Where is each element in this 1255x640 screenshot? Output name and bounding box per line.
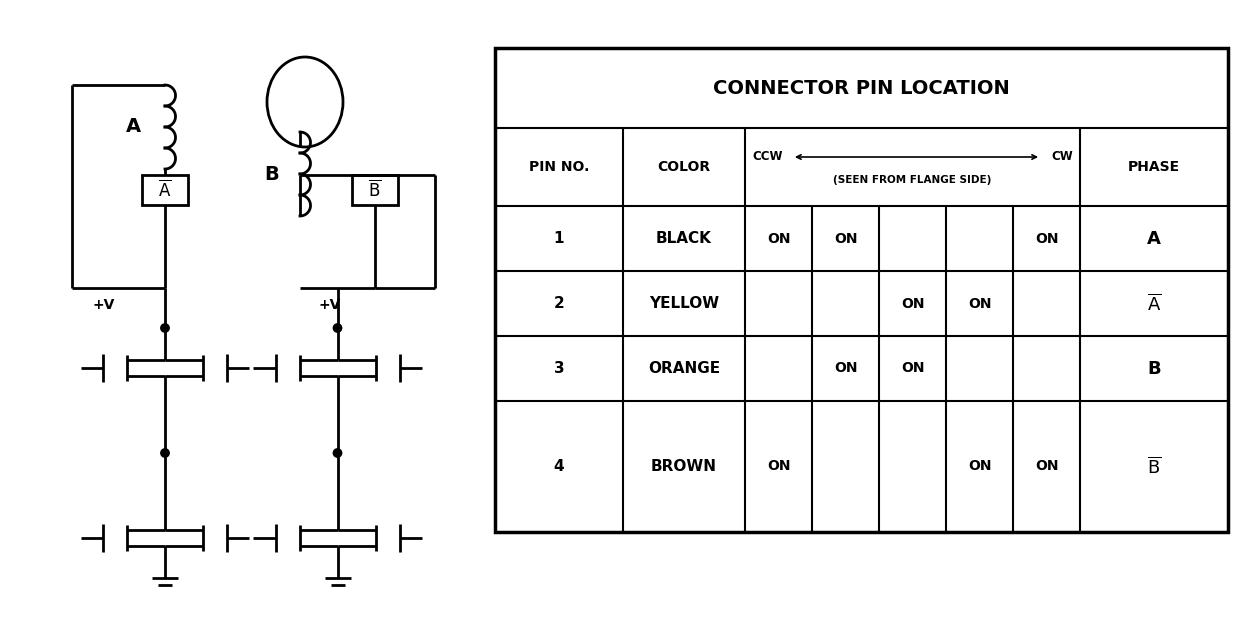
Bar [142, 175, 188, 205]
Text: $\overline{\rm B}$: $\overline{\rm B}$ [1147, 456, 1161, 477]
Text: A: A [1147, 230, 1161, 248]
Text: CCW: CCW [752, 150, 783, 163]
Text: ON: ON [1035, 460, 1058, 474]
Text: ON: ON [1035, 232, 1058, 246]
Text: B: B [265, 164, 280, 184]
Bar [494, 48, 1227, 532]
Text: ON: ON [901, 362, 924, 376]
Text: ORANGE: ORANGE [648, 361, 720, 376]
Text: (SEEN FROM FLANGE SIDE): (SEEN FROM FLANGE SIDE) [833, 175, 991, 185]
Text: ON: ON [968, 460, 991, 474]
Text: B: B [1147, 360, 1161, 378]
Text: ON: ON [901, 296, 924, 310]
Text: ON: ON [833, 362, 857, 376]
Text: 1: 1 [553, 231, 565, 246]
Text: CW: CW [1052, 150, 1073, 163]
Text: PHASE: PHASE [1128, 160, 1180, 174]
Bar [351, 175, 398, 205]
Text: YELLOW: YELLOW [649, 296, 719, 311]
Text: ON: ON [767, 232, 791, 246]
Text: CONNECTOR PIN LOCATION: CONNECTOR PIN LOCATION [713, 79, 1010, 97]
Text: 3: 3 [553, 361, 565, 376]
Text: ON: ON [767, 460, 791, 474]
Text: 4: 4 [553, 459, 565, 474]
Circle shape [334, 449, 341, 457]
Text: $\overline{\rm A}$: $\overline{\rm A}$ [158, 180, 172, 200]
Text: +V: +V [319, 298, 341, 312]
Text: A: A [126, 118, 141, 136]
Text: $\overline{\rm B}$: $\overline{\rm B}$ [368, 180, 382, 200]
Text: 2: 2 [553, 296, 565, 311]
Circle shape [334, 324, 341, 332]
Text: +V: +V [93, 298, 115, 312]
Text: BLACK: BLACK [656, 231, 712, 246]
Text: ON: ON [968, 296, 991, 310]
Text: BROWN: BROWN [651, 459, 717, 474]
Text: PIN NO.: PIN NO. [528, 160, 589, 174]
Circle shape [161, 324, 169, 332]
Text: $\overline{\rm A}$: $\overline{\rm A}$ [1147, 293, 1161, 314]
Text: ON: ON [833, 232, 857, 246]
Text: COLOR: COLOR [658, 160, 710, 174]
Circle shape [161, 449, 169, 457]
